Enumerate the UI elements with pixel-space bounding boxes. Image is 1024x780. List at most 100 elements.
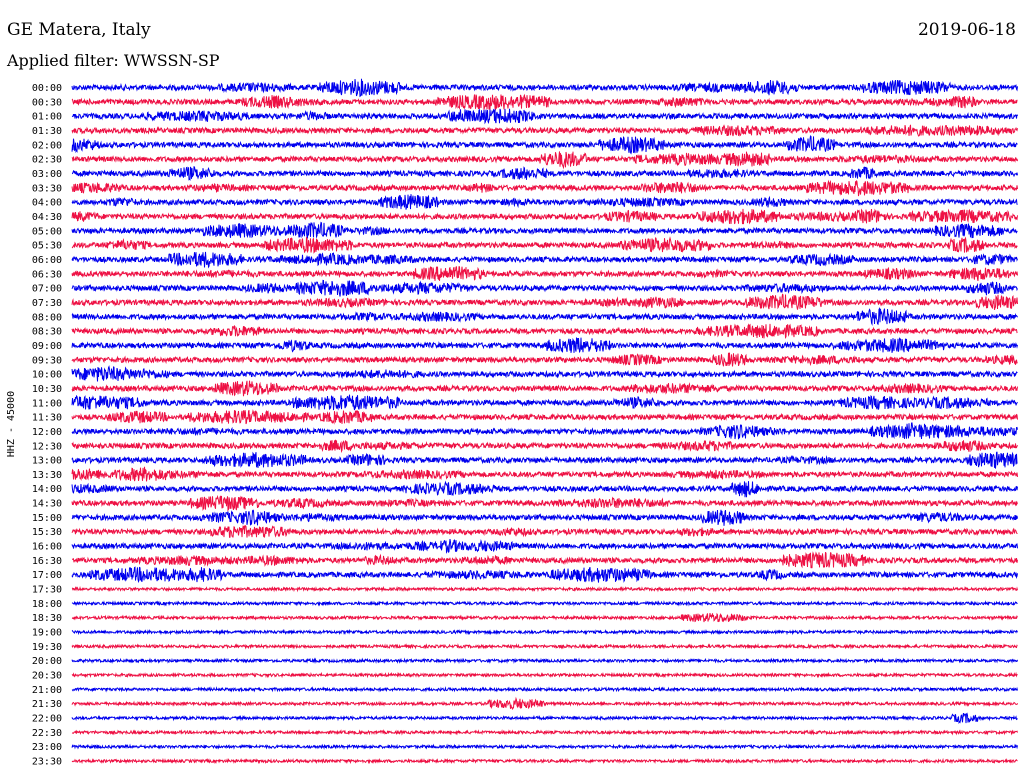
seismic-trace-line — [71, 551, 1018, 569]
time-tick-label: 05:00 — [32, 226, 62, 237]
time-tick-label: 02:00 — [32, 140, 62, 151]
seismic-trace-line — [71, 208, 1018, 225]
time-tick-label: 13:00 — [32, 456, 62, 467]
time-tick-label: 03:30 — [32, 183, 62, 194]
seismic-trace-line — [71, 524, 1018, 538]
seismic-trace-line — [71, 394, 1018, 411]
seismic-trace-line — [71, 612, 1018, 623]
seismic-trace-line — [71, 151, 1018, 170]
seismic-trace-line — [71, 336, 1018, 354]
seismic-trace-line — [71, 323, 1018, 339]
seismic-trace-line — [71, 365, 1018, 382]
time-tick-label: 17:00 — [32, 570, 62, 581]
time-tick-label: 07:30 — [32, 298, 62, 309]
seismic-trace-line — [71, 306, 1018, 326]
seismic-trace-line — [71, 729, 1018, 736]
seismic-trace-line — [71, 409, 1018, 425]
station-title: GE Matera, Italy — [7, 20, 151, 40]
time-tick-label: 11:30 — [32, 413, 62, 424]
seismic-trace-line — [71, 78, 1018, 98]
time-tick-label: 02:30 — [32, 155, 62, 166]
seismic-trace-line — [71, 179, 1018, 197]
seismic-trace-line — [71, 439, 1018, 454]
seismic-trace-line — [71, 124, 1018, 137]
time-tick-label: 06:00 — [32, 255, 62, 266]
time-tick-label: 19:00 — [32, 628, 62, 639]
seismic-trace-line — [71, 279, 1018, 297]
time-tick-label: 04:30 — [32, 212, 62, 223]
seismic-trace-line — [71, 509, 1018, 526]
time-tick-label: 21:30 — [32, 699, 62, 710]
time-tick-label: 14:00 — [32, 484, 62, 495]
time-tick-label: 13:30 — [32, 470, 62, 481]
time-tick-label: 11:00 — [32, 398, 62, 409]
time-tick-label: 01:30 — [32, 126, 62, 137]
time-tick-label: 07:00 — [32, 284, 62, 295]
filter-label: Applied filter: WWSSN-SP — [7, 51, 220, 70]
seismic-trace-line — [71, 194, 1018, 210]
time-tick-label: 23:30 — [32, 757, 62, 768]
time-tick-label: 08:30 — [32, 327, 62, 338]
time-tick-label: 06:30 — [32, 269, 62, 280]
time-tick-label: 15:00 — [32, 513, 62, 524]
seismic-trace-line — [71, 451, 1018, 469]
time-tick-label: 17:30 — [32, 585, 62, 596]
time-tick-label: 12:30 — [32, 441, 62, 452]
time-tick-label: 09:00 — [32, 341, 62, 352]
time-tick-label: 23:00 — [32, 742, 62, 753]
time-tick-label: 09:30 — [32, 355, 62, 366]
date-label: 2019-06-18 — [917, 20, 1016, 40]
time-tick-label: 12:00 — [32, 427, 62, 438]
time-tick-label: 18:00 — [32, 599, 62, 610]
seismic-trace-line — [71, 166, 1018, 181]
time-tick-label: 08:00 — [32, 312, 62, 323]
seismic-trace-line — [71, 757, 1018, 765]
seismic-trace-line — [71, 108, 1018, 125]
time-tick-label: 16:30 — [32, 556, 62, 567]
seismic-trace-line — [71, 712, 1018, 725]
time-tick-label: 22:30 — [32, 728, 62, 739]
seismic-trace-line — [71, 539, 1018, 554]
time-tick-label: 04:00 — [32, 198, 62, 209]
seismic-trace-line — [71, 93, 1018, 111]
seismic-trace-line — [71, 466, 1018, 482]
seismic-trace-line — [71, 566, 1018, 584]
seismic-trace-line — [71, 628, 1018, 636]
time-tick-label: 20:00 — [32, 656, 62, 667]
seismic-trace-line — [71, 265, 1018, 282]
seismic-trace-line — [71, 494, 1018, 512]
time-tick-label: 10:30 — [32, 384, 62, 395]
seismic-trace-line — [71, 480, 1018, 498]
seismic-traces — [71, 78, 1018, 765]
time-tick-label: 03:00 — [32, 169, 62, 180]
seismic-trace-line — [71, 135, 1018, 155]
time-tick-label: 16:00 — [32, 542, 62, 553]
time-tick-label: 19:30 — [32, 642, 62, 653]
y-axis-label: HHZ - 45000 — [6, 391, 17, 457]
seismic-trace-line — [71, 380, 1018, 397]
seismic-trace-line — [71, 585, 1018, 593]
time-tick-label: 00:30 — [32, 97, 62, 108]
time-tick-labels: 00:00 00:30 01:00 01:30 02:00 02:30 03:00 03:30… — [32, 83, 62, 768]
time-tick-label: 21:00 — [32, 685, 62, 696]
time-tick-label: 20:30 — [32, 671, 62, 682]
time-tick-label: 10:00 — [32, 370, 62, 381]
seismic-trace-line — [71, 743, 1018, 751]
time-tick-label: 01:00 — [32, 112, 62, 123]
seismic-trace-line — [71, 293, 1018, 311]
time-tick-label: 15:30 — [32, 527, 62, 538]
seismic-trace-line — [71, 686, 1018, 693]
seismic-trace-line — [71, 696, 1018, 711]
seismic-trace-line — [71, 352, 1018, 367]
seismic-trace-line — [71, 643, 1018, 650]
time-tick-label: 00:00 — [32, 83, 62, 94]
time-tick-label: 14:30 — [32, 499, 62, 510]
seismic-trace-line — [71, 251, 1018, 269]
time-tick-label: 22:00 — [32, 714, 62, 725]
seismic-trace-line — [71, 671, 1018, 679]
seismic-trace-line — [71, 422, 1018, 440]
seismic-trace-line — [71, 221, 1018, 239]
time-tick-label: 05:30 — [32, 241, 62, 252]
time-tick-label: 18:30 — [32, 613, 62, 624]
